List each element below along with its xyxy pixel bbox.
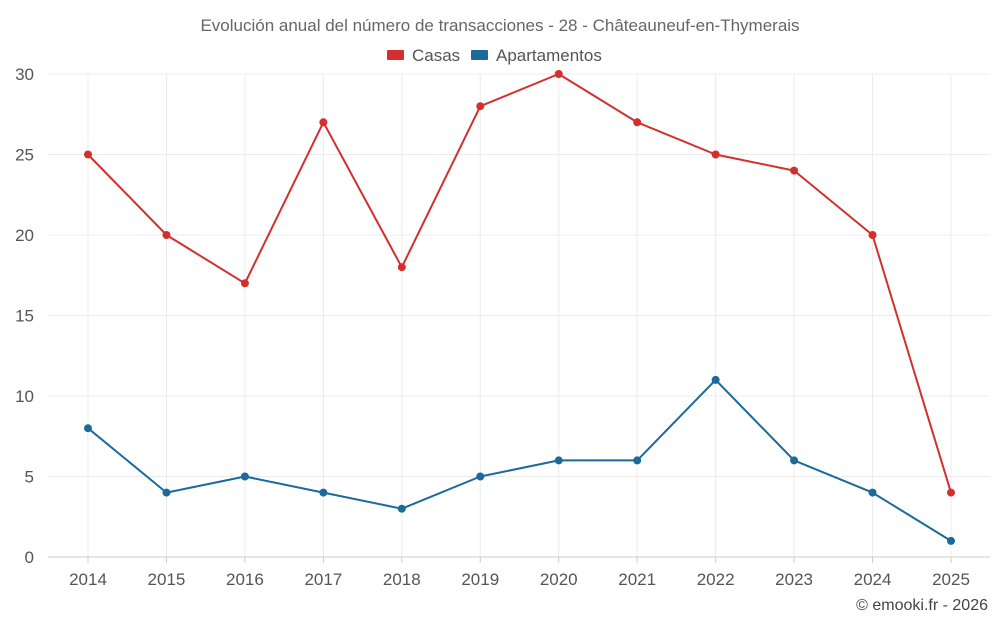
data-point-casas[interactable] <box>162 231 171 239</box>
legend: Casas Apartamentos <box>387 46 602 65</box>
data-point-casas[interactable] <box>554 70 563 78</box>
series-group <box>84 70 955 545</box>
credit-text: © emooki.fr - 2026 <box>856 597 988 614</box>
series-line-apartamentos <box>87 378 952 542</box>
legend-label-apartamentos[interactable]: Apartamentos <box>496 46 602 65</box>
data-point-casas[interactable] <box>868 231 877 239</box>
data-point-casas[interactable] <box>711 150 720 159</box>
data-point-apartamentos[interactable] <box>711 375 720 384</box>
y-tick-label: 15 <box>15 307 34 326</box>
data-point-casas[interactable] <box>947 488 955 497</box>
y-tick-label: 10 <box>15 387 34 406</box>
x-tick-label: 2023 <box>775 570 813 589</box>
y-tick-label: 30 <box>15 65 34 84</box>
legend-swatch-casas <box>387 50 404 60</box>
data-point-apartamentos[interactable] <box>633 456 642 465</box>
y-tick-label: 20 <box>15 226 34 245</box>
series-apartamentos <box>84 375 955 545</box>
data-point-apartamentos[interactable] <box>84 424 92 433</box>
x-tick-label: 2018 <box>383 570 421 589</box>
data-point-apartamentos[interactable] <box>319 488 328 497</box>
x-tick-label: 2017 <box>304 570 342 589</box>
data-point-casas[interactable] <box>633 118 642 127</box>
x-tick-label: 2015 <box>148 570 186 589</box>
y-tick-label: 25 <box>15 146 34 165</box>
data-point-casas[interactable] <box>790 166 799 175</box>
data-point-casas[interactable] <box>476 102 485 111</box>
data-point-apartamentos[interactable] <box>162 488 171 497</box>
x-tick-label: 2019 <box>461 570 499 589</box>
chart-title: Evolución anual del número de transaccio… <box>200 16 799 35</box>
data-point-casas[interactable] <box>84 150 92 159</box>
y-tick-label: 5 <box>25 468 34 487</box>
grid <box>48 73 990 557</box>
data-point-casas[interactable] <box>319 118 328 127</box>
data-point-apartamentos[interactable] <box>947 536 955 545</box>
data-point-casas[interactable] <box>240 279 249 288</box>
series-casas <box>84 70 955 497</box>
x-tick-label: 2021 <box>618 570 656 589</box>
data-point-apartamentos[interactable] <box>554 456 563 465</box>
x-tick-label: 2014 <box>69 570 107 589</box>
x-tick-label: 2020 <box>540 570 578 589</box>
legend-label-casas[interactable]: Casas <box>412 46 460 65</box>
legend-swatch-apartamentos <box>471 50 488 60</box>
x-tick-label: 2024 <box>854 570 892 589</box>
x-tick-label: 2022 <box>697 570 735 589</box>
y-tick-label: 0 <box>25 548 34 567</box>
data-point-apartamentos[interactable] <box>240 472 249 481</box>
data-point-casas[interactable] <box>397 263 406 272</box>
x-tick-label: 2025 <box>932 570 970 589</box>
data-point-apartamentos[interactable] <box>790 456 799 465</box>
series-line-casas <box>87 73 952 493</box>
x-tick-label: 2016 <box>226 570 264 589</box>
data-point-apartamentos[interactable] <box>476 472 485 481</box>
data-point-apartamentos[interactable] <box>397 504 406 513</box>
data-point-apartamentos[interactable] <box>868 488 877 497</box>
